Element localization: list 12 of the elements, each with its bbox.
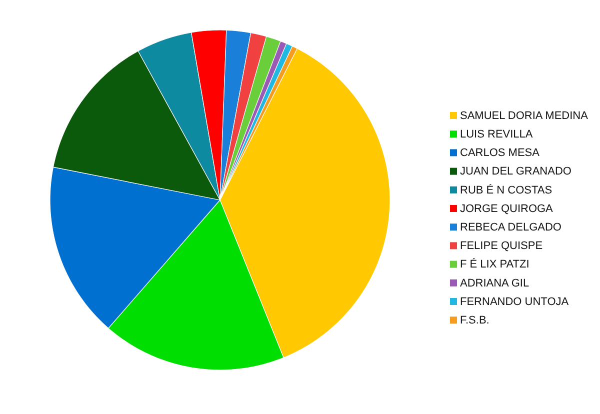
legend-label: SAMUEL DORIA MEDINA [460,110,589,122]
legend-label: RUB É N COSTAS [460,183,552,196]
legend-label: JORGE QUIROGA [460,202,554,215]
legend-label: F É LIX PATZI [460,258,530,271]
legend-label: CARLOS MESA [460,147,540,160]
legend-label: FELIPE QUISPE [460,240,543,252]
legend-label: LUIS REVILLA [460,128,534,141]
legend-label: F.S.B. [460,314,490,327]
legend-label: FERNANDO UNTOJA [460,296,570,308]
legend-label: ADRIANA GIL [460,277,530,290]
legend-label: JUAN DEL GRANADO [460,166,572,178]
legend-label: REBECA DELGADO [460,222,562,234]
